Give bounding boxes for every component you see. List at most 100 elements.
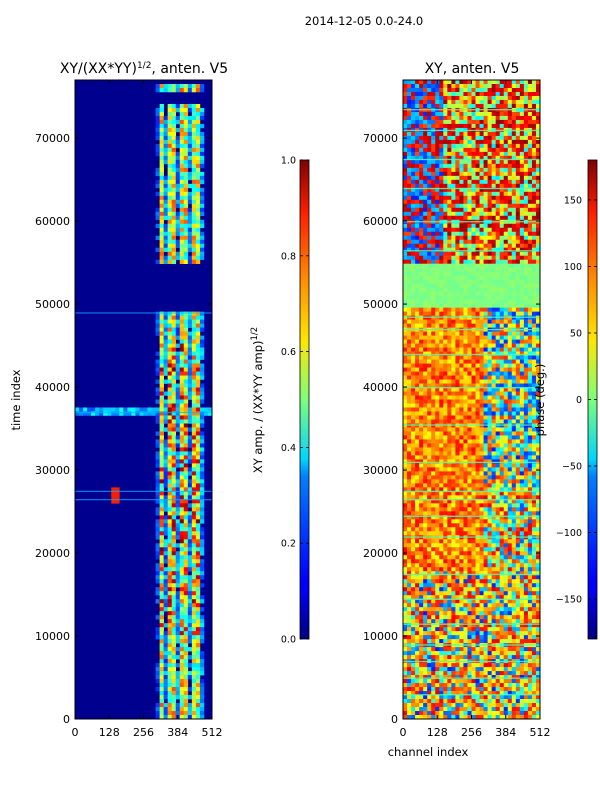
heatmap-cell [419,259,424,265]
heatmap-cell [495,227,501,233]
heatmap-cell [483,115,488,121]
heatmap-cell [435,255,440,261]
heatmap-cell [491,203,496,209]
heatmap-cell [411,335,416,340]
heatmap-cell [187,115,193,121]
heatmap-cell [439,415,444,420]
heatmap-cell [199,247,205,253]
heatmap-cell [531,263,537,269]
heatmap-cell [523,103,529,109]
heatmap-cell [527,355,533,360]
heatmap-cell [471,139,476,145]
heatmap-cell [199,567,205,572]
heatmap-cell [483,347,488,352]
heatmap-cell [515,339,521,344]
heatmap-cell [467,399,472,404]
heatmap-cell [411,215,416,221]
heatmap-cell [483,427,488,432]
heatmap-cell [411,287,416,292]
heatmap-cell [179,155,185,161]
heatmap-cell [495,215,501,221]
heatmap-cell [187,707,193,712]
heatmap-cell [507,319,513,324]
heatmap-cell [411,447,416,452]
heatmap-cell [519,291,525,296]
heatmap-cell [171,335,177,340]
heatmap-cell [487,247,492,253]
heatmap-cell [503,279,509,284]
heatmap-cell [183,351,189,356]
heatmap-cell [463,199,468,205]
heatmap-cell [191,683,197,688]
heatmap-cell [503,135,509,141]
heatmap-cell [499,87,505,93]
heatmap-cell [435,371,440,376]
heatmap-cell [155,679,160,684]
heatmap-cell [187,495,193,500]
heatmap-cell [431,399,436,404]
heatmap-cell [483,275,488,280]
heatmap-cell [463,203,468,209]
heatmap-cell [167,347,173,352]
heatmap-cell [435,99,440,105]
heatmap-cell [171,439,177,444]
heatmap-cell [163,543,168,548]
heatmap-cell [527,339,533,344]
heatmap-cell [155,475,160,480]
heatmap-cell [535,271,541,276]
heatmap-cell [519,227,525,233]
heatmap-cell [491,163,496,169]
heatmap-cell [431,299,436,304]
heatmap-cell [507,355,513,360]
heatmap-cell [455,363,460,368]
heatmap-cell [159,347,164,352]
heatmap-cell [519,247,525,253]
heatmap-cell [407,435,412,440]
heatmap-cell [463,235,468,241]
heatmap-cell [187,619,193,624]
heatmap-cell [159,715,164,720]
heatmap-cell [527,147,533,153]
heatmap-cell [195,559,201,564]
heatmap-cell [195,339,201,344]
heatmap-cell [511,131,517,137]
heatmap-cell [487,215,492,221]
heatmap-cell [415,139,420,145]
heatmap-cell [439,407,444,412]
heatmap-cell [403,95,408,101]
heatmap-cell [175,399,181,404]
heatmap-cell [495,271,501,276]
heatmap-cell [455,387,460,392]
heatmap-cell [463,443,468,448]
heatmap-cell [535,155,541,161]
heatmap-cell [447,295,452,300]
heatmap-cell [183,235,189,241]
colorbar-tick-label: 0.0 [281,635,296,646]
heatmap-cell [111,491,116,496]
heatmap-cell [179,387,185,392]
heatmap-cell [179,563,185,568]
heatmap-cell [531,255,537,261]
heatmap-cell [415,383,420,388]
heatmap-cell [483,235,488,241]
heatmap-cell [443,111,448,117]
heatmap-cell [195,475,201,480]
heatmap-cell [503,291,509,296]
heatmap-cell [415,451,420,456]
heatmap-cell [459,443,464,448]
heatmap-cell [187,687,193,692]
heatmap-cell [439,463,444,468]
heatmap-cell [427,283,432,288]
heatmap-cell [507,291,513,296]
heatmap-cell [427,159,432,165]
heatmap-cell [195,407,201,412]
heatmap-cell [443,167,448,173]
heatmap-cell [523,203,529,209]
heatmap-cell [191,563,197,568]
heatmap-cell [415,227,420,233]
heatmap-cell [531,139,537,145]
heatmap-cell [139,407,144,412]
heatmap-cell [431,235,436,241]
heatmap-cell [159,627,164,632]
heatmap-cell [475,411,480,416]
